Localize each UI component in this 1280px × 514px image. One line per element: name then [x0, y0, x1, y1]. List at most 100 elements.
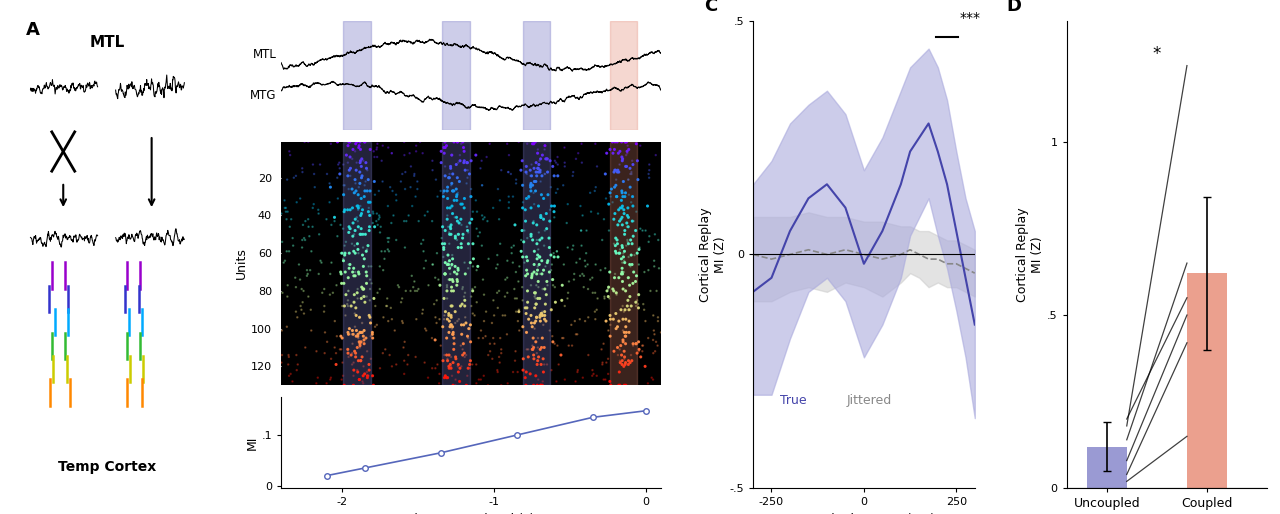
- Point: [301, 247, 321, 255]
- Point: [521, 160, 541, 169]
- Point: [339, 324, 360, 333]
- Point: [346, 311, 366, 320]
- Point: [346, 304, 366, 312]
- Point: [571, 227, 591, 235]
- Point: [348, 357, 369, 365]
- Point: [355, 230, 375, 238]
- Point: [353, 285, 374, 293]
- Point: [367, 289, 388, 297]
- Point: [284, 174, 305, 182]
- Point: [326, 349, 347, 357]
- Point: [348, 249, 369, 258]
- Point: [436, 287, 457, 295]
- Point: [358, 204, 379, 212]
- Point: [438, 261, 458, 269]
- Point: [349, 340, 370, 348]
- Point: [521, 319, 541, 327]
- Point: [628, 338, 649, 346]
- Bar: [1087, 447, 1126, 488]
- Point: [527, 334, 548, 342]
- Point: [346, 179, 366, 188]
- Point: [616, 328, 636, 337]
- Point: [535, 262, 556, 270]
- Point: [559, 278, 580, 286]
- Point: [613, 249, 634, 258]
- Point: [358, 360, 379, 369]
- Point: [614, 256, 635, 265]
- Point: [453, 143, 474, 152]
- Point: [524, 189, 544, 197]
- Point: [620, 358, 640, 366]
- Point: [599, 377, 620, 386]
- Point: [489, 353, 509, 361]
- Point: [603, 149, 623, 157]
- Point: [613, 192, 634, 200]
- Point: [362, 219, 383, 227]
- Point: [280, 215, 301, 224]
- Point: [618, 306, 639, 314]
- Point: [503, 192, 524, 200]
- Point: [390, 298, 411, 306]
- Point: [358, 208, 379, 216]
- Point: [372, 349, 393, 357]
- Point: [618, 191, 639, 199]
- Point: [531, 234, 552, 242]
- Point: [534, 360, 554, 369]
- Point: [512, 181, 532, 189]
- Point: [445, 307, 466, 316]
- Point: [609, 345, 630, 354]
- Point: [618, 223, 639, 231]
- Point: [379, 351, 399, 359]
- Point: [433, 223, 453, 231]
- Point: [492, 381, 512, 389]
- Point: [644, 256, 664, 265]
- Point: [605, 247, 626, 255]
- Point: [612, 268, 632, 276]
- Point: [580, 189, 600, 197]
- Point: [361, 355, 381, 363]
- Point: [385, 191, 406, 199]
- Point: [534, 145, 554, 154]
- Point: [316, 379, 337, 388]
- Point: [616, 138, 636, 146]
- Point: [517, 345, 538, 354]
- Point: [639, 166, 659, 174]
- Point: [442, 151, 462, 159]
- Point: [503, 368, 524, 376]
- Point: [548, 253, 568, 261]
- Point: [453, 283, 474, 291]
- Point: [347, 138, 367, 146]
- Point: [324, 343, 344, 352]
- Point: [618, 175, 639, 183]
- Point: [598, 326, 618, 335]
- Point: [339, 153, 360, 161]
- Point: [285, 283, 306, 291]
- Point: [457, 227, 477, 235]
- Point: [472, 211, 493, 219]
- Point: [439, 170, 460, 178]
- Point: [294, 138, 315, 146]
- Point: [353, 326, 374, 335]
- Point: [408, 217, 429, 225]
- Point: [283, 242, 303, 250]
- Point: [525, 292, 545, 301]
- Point: [524, 355, 544, 363]
- Point: [399, 149, 420, 157]
- Text: ***: ***: [960, 11, 980, 25]
- Point: [552, 296, 572, 304]
- Point: [433, 323, 453, 331]
- Point: [585, 261, 605, 269]
- Point: [518, 194, 539, 203]
- Point: [440, 162, 461, 171]
- Point: [443, 345, 463, 354]
- Point: [297, 272, 317, 280]
- Point: [333, 160, 353, 169]
- Point: [283, 234, 303, 242]
- Point: [529, 261, 549, 269]
- Point: [612, 259, 632, 267]
- Point: [646, 287, 667, 295]
- Point: [577, 285, 598, 293]
- Point: [425, 313, 445, 321]
- Point: [618, 317, 639, 325]
- Point: [360, 296, 380, 304]
